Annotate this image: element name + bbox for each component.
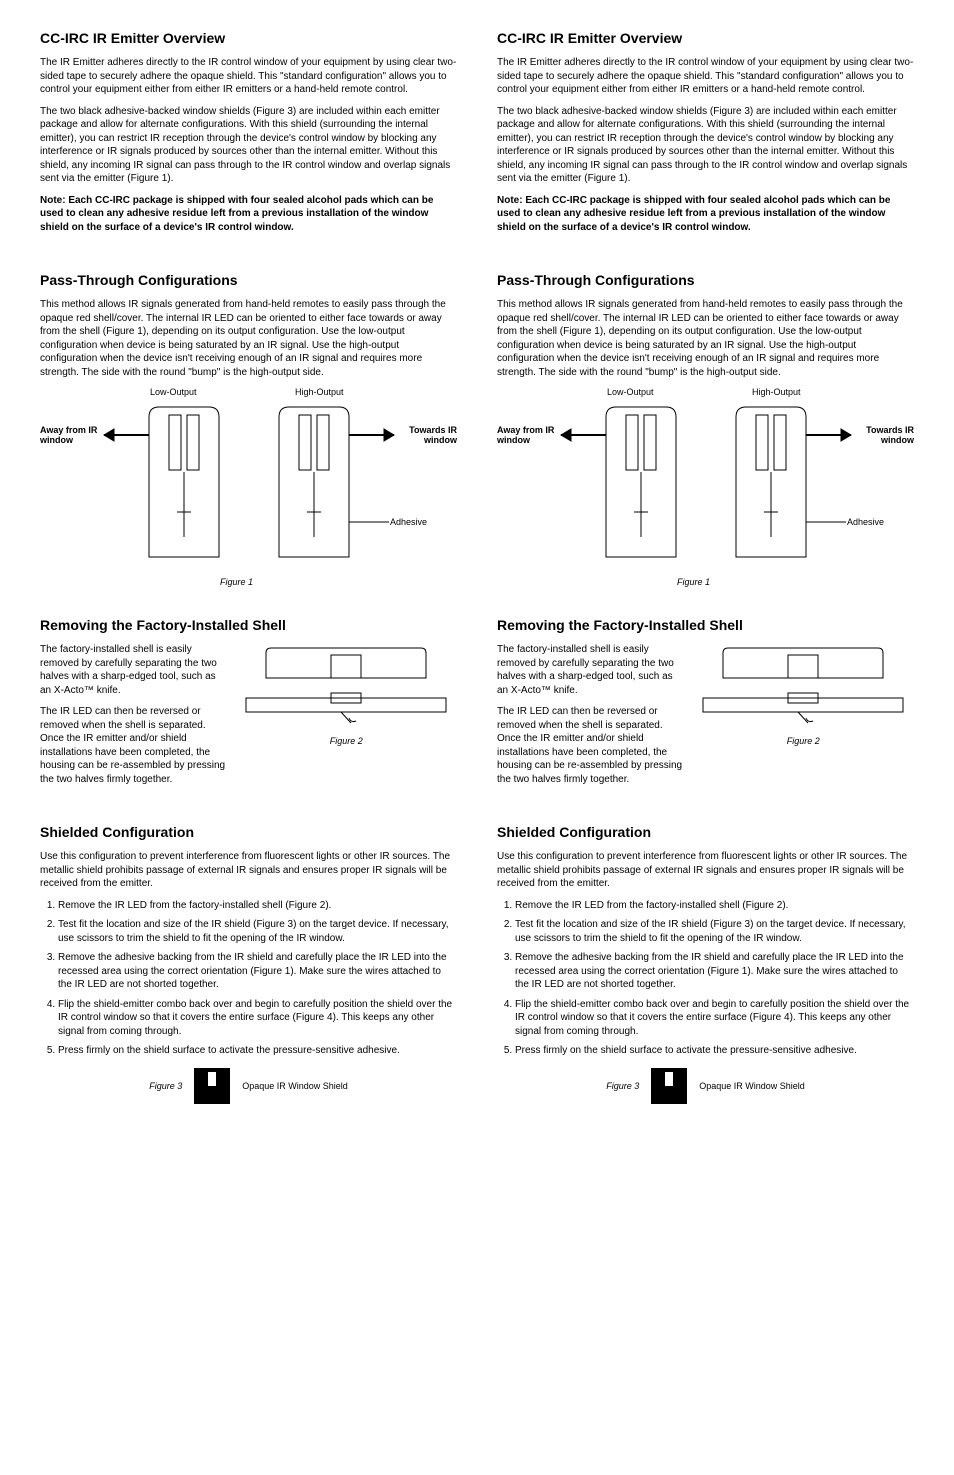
- figure-1-svg: [49, 387, 449, 572]
- high-output-label-r: High-Output: [752, 387, 801, 397]
- figure-3: Figure 3 Opaque IR Window Shield: [40, 1066, 457, 1106]
- passthrough-row: Pass-Through Configurations This method …: [40, 272, 914, 587]
- removing-left: Removing the Factory-Installed Shell The…: [40, 617, 457, 794]
- shielded-right: Shielded Configuration Use this configur…: [497, 824, 914, 1106]
- figure-2-svg-wrap: Figure 2: [236, 643, 457, 794]
- shielded-title: Shielded Configuration: [40, 824, 457, 840]
- removing-text-r: The factory-installed shell is easily re…: [497, 643, 693, 794]
- away-label-r: Away from IR window: [497, 425, 557, 445]
- removing-title: Removing the Factory-Installed Shell: [40, 617, 457, 633]
- step-5-r: Press firmly on the shield surface to ac…: [515, 1044, 914, 1058]
- removing-row: Removing the Factory-Installed Shell The…: [40, 617, 914, 794]
- shield-icon: [192, 1066, 232, 1106]
- removing-p1-r: The factory-installed shell is easily re…: [497, 643, 685, 697]
- figure-3-label-r: Opaque IR Window Shield: [699, 1081, 805, 1091]
- step-3-r: Remove the adhesive backing from the IR …: [515, 951, 914, 992]
- overview-note: Note: Each CC-IRC package is shipped wit…: [40, 194, 457, 235]
- figure-1-r: Low-Output High-Output Away from IR wind…: [497, 387, 914, 587]
- step-4: Flip the shield-emitter combo back over …: [58, 998, 457, 1039]
- passthrough-p1-r: This method allows IR signals generated …: [497, 298, 914, 379]
- adhesive-label: Adhesive: [390, 517, 427, 527]
- step-3: Remove the adhesive backing from the IR …: [58, 951, 457, 992]
- shielded-p1-r: Use this configuration to prevent interf…: [497, 850, 914, 891]
- step-2: Test fit the location and size of the IR…: [58, 918, 457, 945]
- towards-label-r: Towards IR window: [854, 425, 914, 445]
- figure-2-r: The factory-installed shell is easily re…: [497, 643, 914, 794]
- overview-title-r: CC-IRC IR Emitter Overview: [497, 30, 914, 46]
- overview-title: CC-IRC IR Emitter Overview: [40, 30, 457, 46]
- shielded-row: Shielded Configuration Use this configur…: [40, 824, 914, 1106]
- shielded-title-r: Shielded Configuration: [497, 824, 914, 840]
- removing-p2-r: The IR LED can then be reversed or remov…: [497, 705, 685, 786]
- figure-2-svg-r: [693, 643, 913, 733]
- figure-3-caption: Figure 3: [149, 1081, 182, 1091]
- figure-2-svg: [236, 643, 456, 733]
- figure-1-caption-r: Figure 1: [677, 577, 710, 587]
- shielded-p1: Use this configuration to prevent interf…: [40, 850, 457, 891]
- shielded-steps: Remove the IR LED from the factory-insta…: [40, 899, 457, 1058]
- towards-label: Towards IR window: [397, 425, 457, 445]
- step-4-r: Flip the shield-emitter combo back over …: [515, 998, 914, 1039]
- passthrough-title: Pass-Through Configurations: [40, 272, 457, 288]
- figure-1-caption: Figure 1: [220, 577, 253, 587]
- passthrough-p1: This method allows IR signals generated …: [40, 298, 457, 379]
- high-output-label: High-Output: [295, 387, 344, 397]
- overview-note-r: Note: Each CC-IRC package is shipped wit…: [497, 194, 914, 235]
- shielded-left: Shielded Configuration Use this configur…: [40, 824, 457, 1106]
- figure-3-caption-r: Figure 3: [606, 1081, 639, 1091]
- removing-p2: The IR LED can then be reversed or remov…: [40, 705, 228, 786]
- figure-1: Low-Output High-Output Away from IR wind…: [40, 387, 457, 587]
- overview-p1: The IR Emitter adheres directly to the I…: [40, 56, 457, 97]
- shield-icon-r: [649, 1066, 689, 1106]
- figure-2-svg-wrap-r: Figure 2: [693, 643, 914, 794]
- passthrough-right: Pass-Through Configurations This method …: [497, 272, 914, 587]
- adhesive-label-r: Adhesive: [847, 517, 884, 527]
- step-1-r: Remove the IR LED from the factory-insta…: [515, 899, 914, 913]
- removing-p1: The factory-installed shell is easily re…: [40, 643, 228, 697]
- overview-p2: The two black adhesive-backed window shi…: [40, 105, 457, 186]
- removing-text: The factory-installed shell is easily re…: [40, 643, 236, 794]
- low-output-label: Low-Output: [150, 387, 197, 397]
- figure-2: The factory-installed shell is easily re…: [40, 643, 457, 794]
- passthrough-title-r: Pass-Through Configurations: [497, 272, 914, 288]
- figure-2-caption: Figure 2: [236, 736, 457, 746]
- figure-3-label: Opaque IR Window Shield: [242, 1081, 348, 1091]
- overview-left: CC-IRC IR Emitter Overview The IR Emitte…: [40, 30, 457, 242]
- passthrough-left: Pass-Through Configurations This method …: [40, 272, 457, 587]
- figure-3-r: Figure 3 Opaque IR Window Shield: [497, 1066, 914, 1106]
- overview-p2-r: The two black adhesive-backed window shi…: [497, 105, 914, 186]
- shielded-steps-r: Remove the IR LED from the factory-insta…: [497, 899, 914, 1058]
- overview-p1-r: The IR Emitter adheres directly to the I…: [497, 56, 914, 97]
- away-label: Away from IR window: [40, 425, 100, 445]
- figure-2-caption-r: Figure 2: [693, 736, 914, 746]
- low-output-label-r: Low-Output: [607, 387, 654, 397]
- overview-right: CC-IRC IR Emitter Overview The IR Emitte…: [497, 30, 914, 242]
- figure-1-svg-r: [506, 387, 906, 572]
- step-2-r: Test fit the location and size of the IR…: [515, 918, 914, 945]
- removing-title-r: Removing the Factory-Installed Shell: [497, 617, 914, 633]
- step-5: Press firmly on the shield surface to ac…: [58, 1044, 457, 1058]
- step-1: Remove the IR LED from the factory-insta…: [58, 899, 457, 913]
- removing-right: Removing the Factory-Installed Shell The…: [497, 617, 914, 794]
- overview-row: CC-IRC IR Emitter Overview The IR Emitte…: [40, 30, 914, 242]
